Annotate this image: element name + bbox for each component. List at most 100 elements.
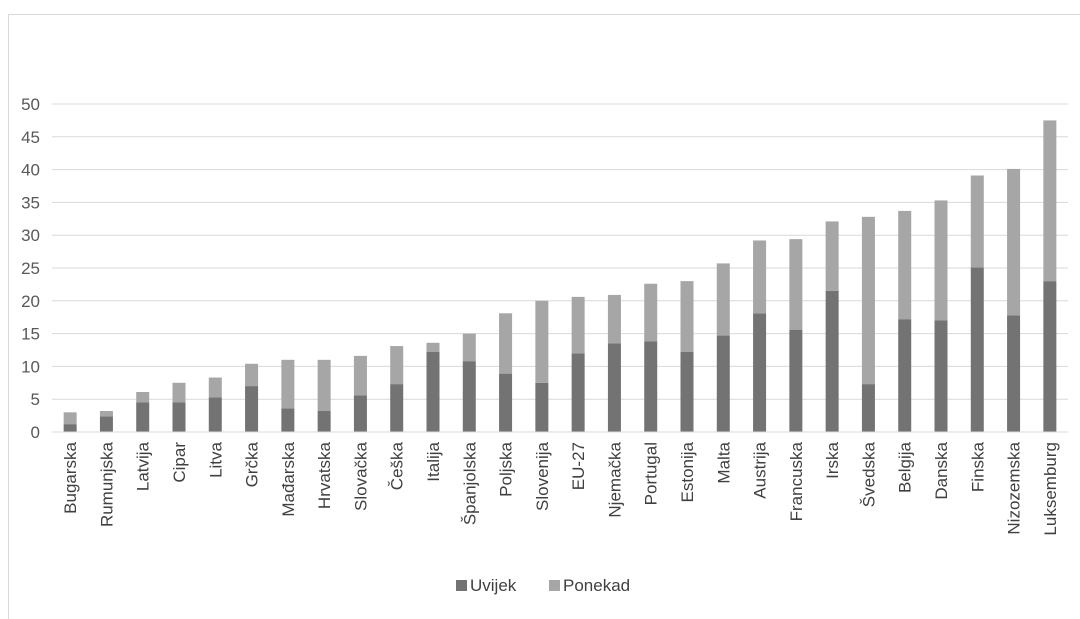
bar-uvijek-1 [99,416,113,432]
bar-uvijek-15 [607,343,621,432]
bar-ponekad-5 [245,363,259,387]
bars [63,120,1057,432]
bar-ponekad-3 [172,382,186,403]
x-tick-label: Litva [206,441,225,477]
x-tick-label: Španjolska [460,441,479,525]
x-tick-label: Malta [714,441,733,483]
x-tick-label: Rumunjska [97,441,116,527]
legend: Uvijek Ponekad [456,576,630,595]
bar-ponekad-2 [136,391,150,403]
x-tick-label: Latvija [134,441,153,491]
bar-uvijek-24 [934,320,948,432]
legend-swatch-uvijek [456,580,467,591]
bar-uvijek-16 [644,341,658,432]
bar-ponekad-18 [716,263,730,336]
bar-ponekad-0 [63,412,77,425]
x-tick-label: Cipar [170,442,189,483]
y-tick-label: 5 [31,390,40,409]
x-tick-label: Slovenija [533,441,552,511]
bar-ponekad-11 [462,333,476,362]
bar-uvijek-18 [716,335,730,432]
bar-uvijek-8 [353,395,367,432]
bar-uvijek-23 [898,319,912,432]
bar-ponekad-16 [644,283,658,342]
x-tick-label: Mađarska [279,441,298,516]
bar-ponekad-19 [753,240,767,314]
legend-swatch-ponekad [549,580,560,591]
chart-area [8,14,1080,619]
bar-uvijek-20 [789,329,803,432]
y-tick-label: 45 [21,128,40,147]
y-tick-label: 20 [21,292,40,311]
x-tick-label: Hrvatska [315,441,334,509]
bar-ponekad-22 [861,216,875,385]
bar-uvijek-17 [680,351,694,432]
bar-ponekad-6 [281,359,295,409]
bar-uvijek-11 [462,361,476,432]
bar-ponekad-10 [426,342,440,352]
bar-uvijek-25 [970,267,984,432]
bar-uvijek-6 [281,408,295,432]
x-tick-label: Estonija [678,441,697,502]
bar-uvijek-21 [825,290,839,432]
bar-ponekad-25 [970,175,984,268]
bar-uvijek-7 [317,411,331,432]
bar-uvijek-4 [208,397,222,432]
x-tick-label: Luksemburg [1041,442,1060,536]
y-tick-label: 30 [21,226,40,245]
bar-uvijek-0 [63,424,77,432]
bar-ponekad-17 [680,281,694,352]
x-tick-label: Bugarska [61,441,80,513]
y-tick-label: 0 [31,423,40,442]
bar-ponekad-23 [898,210,912,320]
x-tick-label: Danska [932,441,951,499]
x-tick-label: Poljska [497,441,516,496]
x-tick-label: Irska [823,441,842,478]
bar-ponekad-1 [99,411,113,417]
y-tick-label: 40 [21,161,40,180]
x-tick-label: Austrija [751,441,770,498]
x-tick-label: Švedska [859,441,878,507]
x-tick-label: Njemačka [605,441,624,517]
x-tick-label: Finska [968,441,987,492]
bar-uvijek-9 [390,384,404,432]
bar-ponekad-26 [1007,168,1021,316]
bar-ponekad-12 [499,313,513,374]
bar-uvijek-12 [499,373,513,432]
x-tick-label: Italija [424,441,443,481]
legend-label-ponekad: Ponekad [563,576,630,595]
bar-ponekad-4 [208,377,222,398]
y-tick-label: 25 [21,259,40,278]
bar-uvijek-5 [245,386,259,432]
y-tick-label: 15 [21,325,40,344]
bar-uvijek-19 [753,313,767,432]
x-tick-label: Slovačka [351,441,370,511]
bar-uvijek-14 [571,353,585,432]
bar-uvijek-10 [426,351,440,432]
bar-ponekad-8 [353,355,367,396]
y-tick-label: 10 [21,357,40,376]
bar-ponekad-20 [789,239,803,330]
y-tick-label: 35 [21,193,40,212]
gridlines [52,103,1068,400]
x-tick-label: Belgija [896,441,915,493]
x-tick-label: Portugal [642,442,661,505]
bar-ponekad-27 [1043,120,1057,282]
bar-uvijek-3 [172,402,186,432]
legend-label-uvijek: Uvijek [470,576,517,595]
bar-uvijek-27 [1043,281,1057,432]
bar-ponekad-24 [934,200,948,321]
y-tick-label: 50 [21,95,40,114]
x-tick-label: Francuska [787,441,806,521]
bar-uvijek-13 [535,382,549,432]
x-tick-label: Češka [388,441,407,490]
x-tick-label: Nizozemska [1005,441,1024,534]
bar-uvijek-22 [861,384,875,432]
x-tick-label: Grčka [243,441,262,487]
bar-uvijek-26 [1007,315,1021,432]
bar-ponekad-7 [317,359,331,412]
bar-ponekad-15 [607,294,621,344]
bar-ponekad-13 [535,300,549,383]
bar-ponekad-9 [390,346,404,385]
